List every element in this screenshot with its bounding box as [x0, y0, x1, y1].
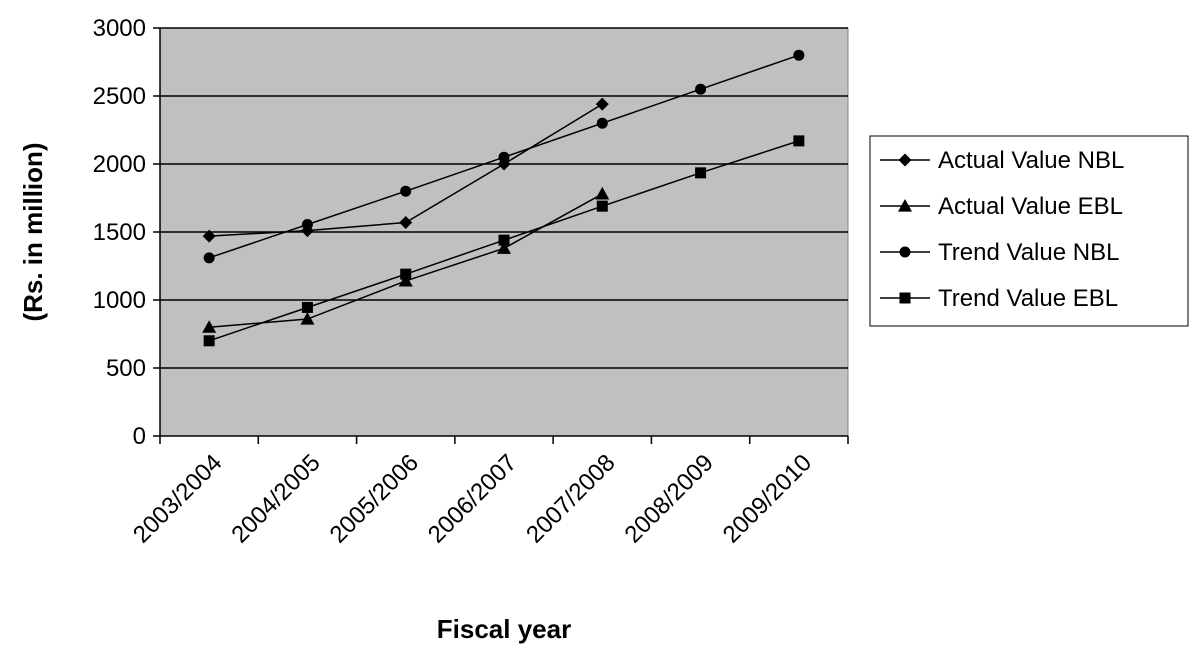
legend-item: Actual Value NBL [880, 147, 1124, 174]
data-point-square [498, 234, 510, 246]
data-point-square [596, 200, 608, 212]
x-tick-label: 2003/2004 [128, 449, 227, 548]
data-point-triangle [202, 320, 217, 333]
legend: Actual Value NBL Actual Value EBL Trend Va… [869, 135, 1189, 327]
legend-marker-square [899, 292, 911, 304]
y-tick-label: 1500 [93, 219, 146, 246]
data-point-diamond [202, 229, 216, 243]
y-tick-label: 500 [106, 355, 146, 382]
y-tick-label: 3000 [93, 15, 146, 42]
data-point-circle [203, 252, 215, 264]
x-tick-label: 2006/2007 [423, 449, 522, 548]
legend-box [869, 135, 1189, 327]
y-tick-label: 0 [133, 423, 146, 450]
data-point-square [695, 167, 707, 179]
data-point-triangle [595, 186, 610, 200]
legend-marker-circle [899, 246, 911, 258]
data-point-circle [400, 185, 412, 197]
x-tick-label: 2004/2005 [226, 449, 325, 548]
data-point-circle [695, 83, 707, 95]
data-point-square [793, 135, 805, 147]
legend-label: Trend Value EBL [938, 285, 1118, 312]
data-point-triangle [300, 312, 315, 325]
legend-entries: Actual Value NBL Actual Value EBL Trend Va… [880, 147, 1124, 312]
y-tick-label: 2000 [93, 151, 146, 178]
data-point-circle [498, 151, 510, 163]
y-tick-label: 1000 [93, 287, 146, 314]
series-circle [203, 49, 805, 264]
data-point-diamond [399, 215, 413, 229]
legend-item: Trend Value EBL [880, 285, 1118, 312]
x-tick-label: 2009/2010 [718, 449, 817, 548]
data-point-circle [596, 117, 608, 129]
x-tick-label: 2008/2009 [619, 449, 718, 548]
data-point-square [301, 301, 313, 313]
series-group [202, 49, 805, 347]
series-square [203, 135, 805, 347]
data-point-circle [793, 49, 805, 61]
legend-label: Trend Value NBL [938, 239, 1119, 266]
data-point-diamond [595, 97, 609, 111]
x-tick-label: 2005/2006 [325, 449, 424, 548]
data-point-square [400, 268, 412, 280]
y-axis-title: (Rs. in million) [18, 142, 48, 321]
x-axis-title: Fiscal year [437, 614, 571, 644]
legend-item: Actual Value EBL [880, 193, 1123, 220]
data-point-triangle [497, 241, 511, 254]
data-point-square [203, 335, 215, 347]
legend-label: Actual Value NBL [938, 147, 1124, 174]
legend-marker-diamond [898, 153, 912, 167]
x-tick-label: 2007/2008 [521, 449, 620, 548]
series-triangle [202, 186, 610, 333]
data-point-triangle [398, 273, 413, 287]
y-tick-label: 2500 [93, 83, 146, 110]
legend-marker-triangle [898, 199, 912, 212]
data-point-circle [301, 219, 313, 231]
legend-item: Trend Value NBL [880, 239, 1119, 266]
legend-label: Actual Value EBL [938, 193, 1123, 220]
